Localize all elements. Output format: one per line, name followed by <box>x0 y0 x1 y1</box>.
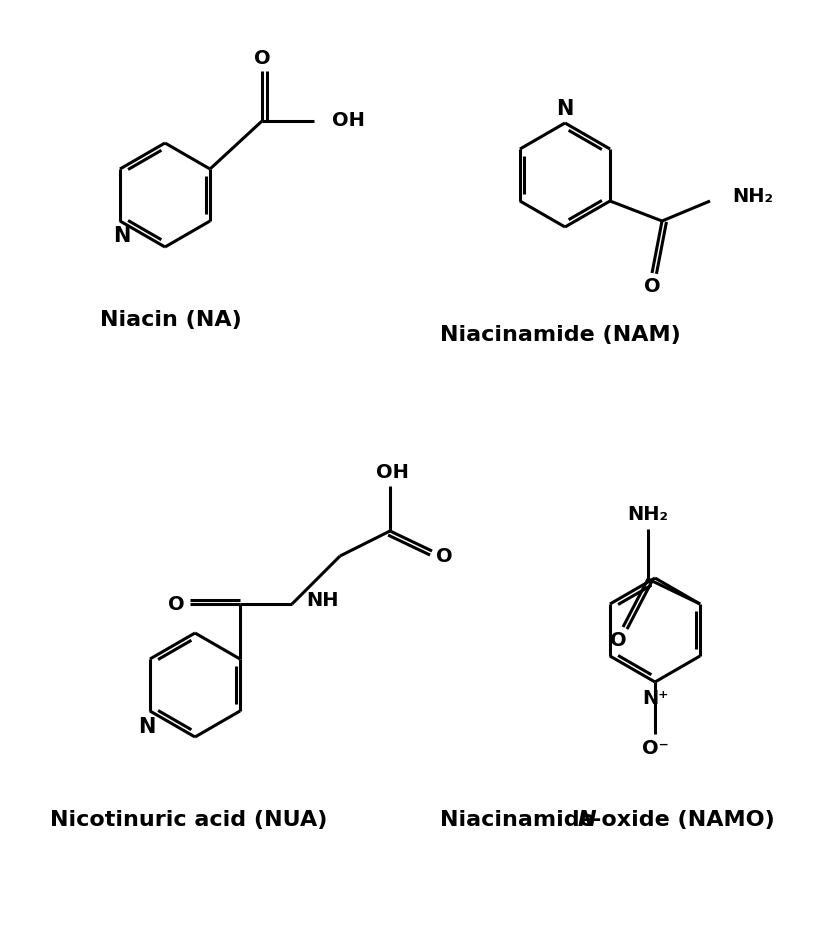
Text: O: O <box>610 631 627 650</box>
Text: O: O <box>168 595 185 614</box>
Text: N: N <box>138 717 156 737</box>
Text: NH₂: NH₂ <box>732 187 773 205</box>
Text: N: N <box>113 226 131 246</box>
Text: O: O <box>644 277 660 296</box>
Text: NH: NH <box>306 590 338 610</box>
Text: O⁻: O⁻ <box>642 739 669 757</box>
Text: Niacinamide (NAM): Niacinamide (NAM) <box>440 325 680 345</box>
Text: OH: OH <box>376 463 409 483</box>
Text: Niacinamide: Niacinamide <box>440 810 602 830</box>
Text: OH: OH <box>332 111 365 131</box>
Text: Niacin (NA): Niacin (NA) <box>100 310 242 330</box>
Text: N: N <box>578 810 597 830</box>
Text: N⁺: N⁺ <box>642 688 668 707</box>
Text: -oxide (NAMO): -oxide (NAMO) <box>592 810 774 830</box>
Text: O: O <box>435 546 452 565</box>
Text: Nicotinuric acid (NUA): Nicotinuric acid (NUA) <box>50 810 327 830</box>
Text: N: N <box>556 99 574 119</box>
Text: O: O <box>253 50 270 68</box>
Text: NH₂: NH₂ <box>628 505 669 525</box>
